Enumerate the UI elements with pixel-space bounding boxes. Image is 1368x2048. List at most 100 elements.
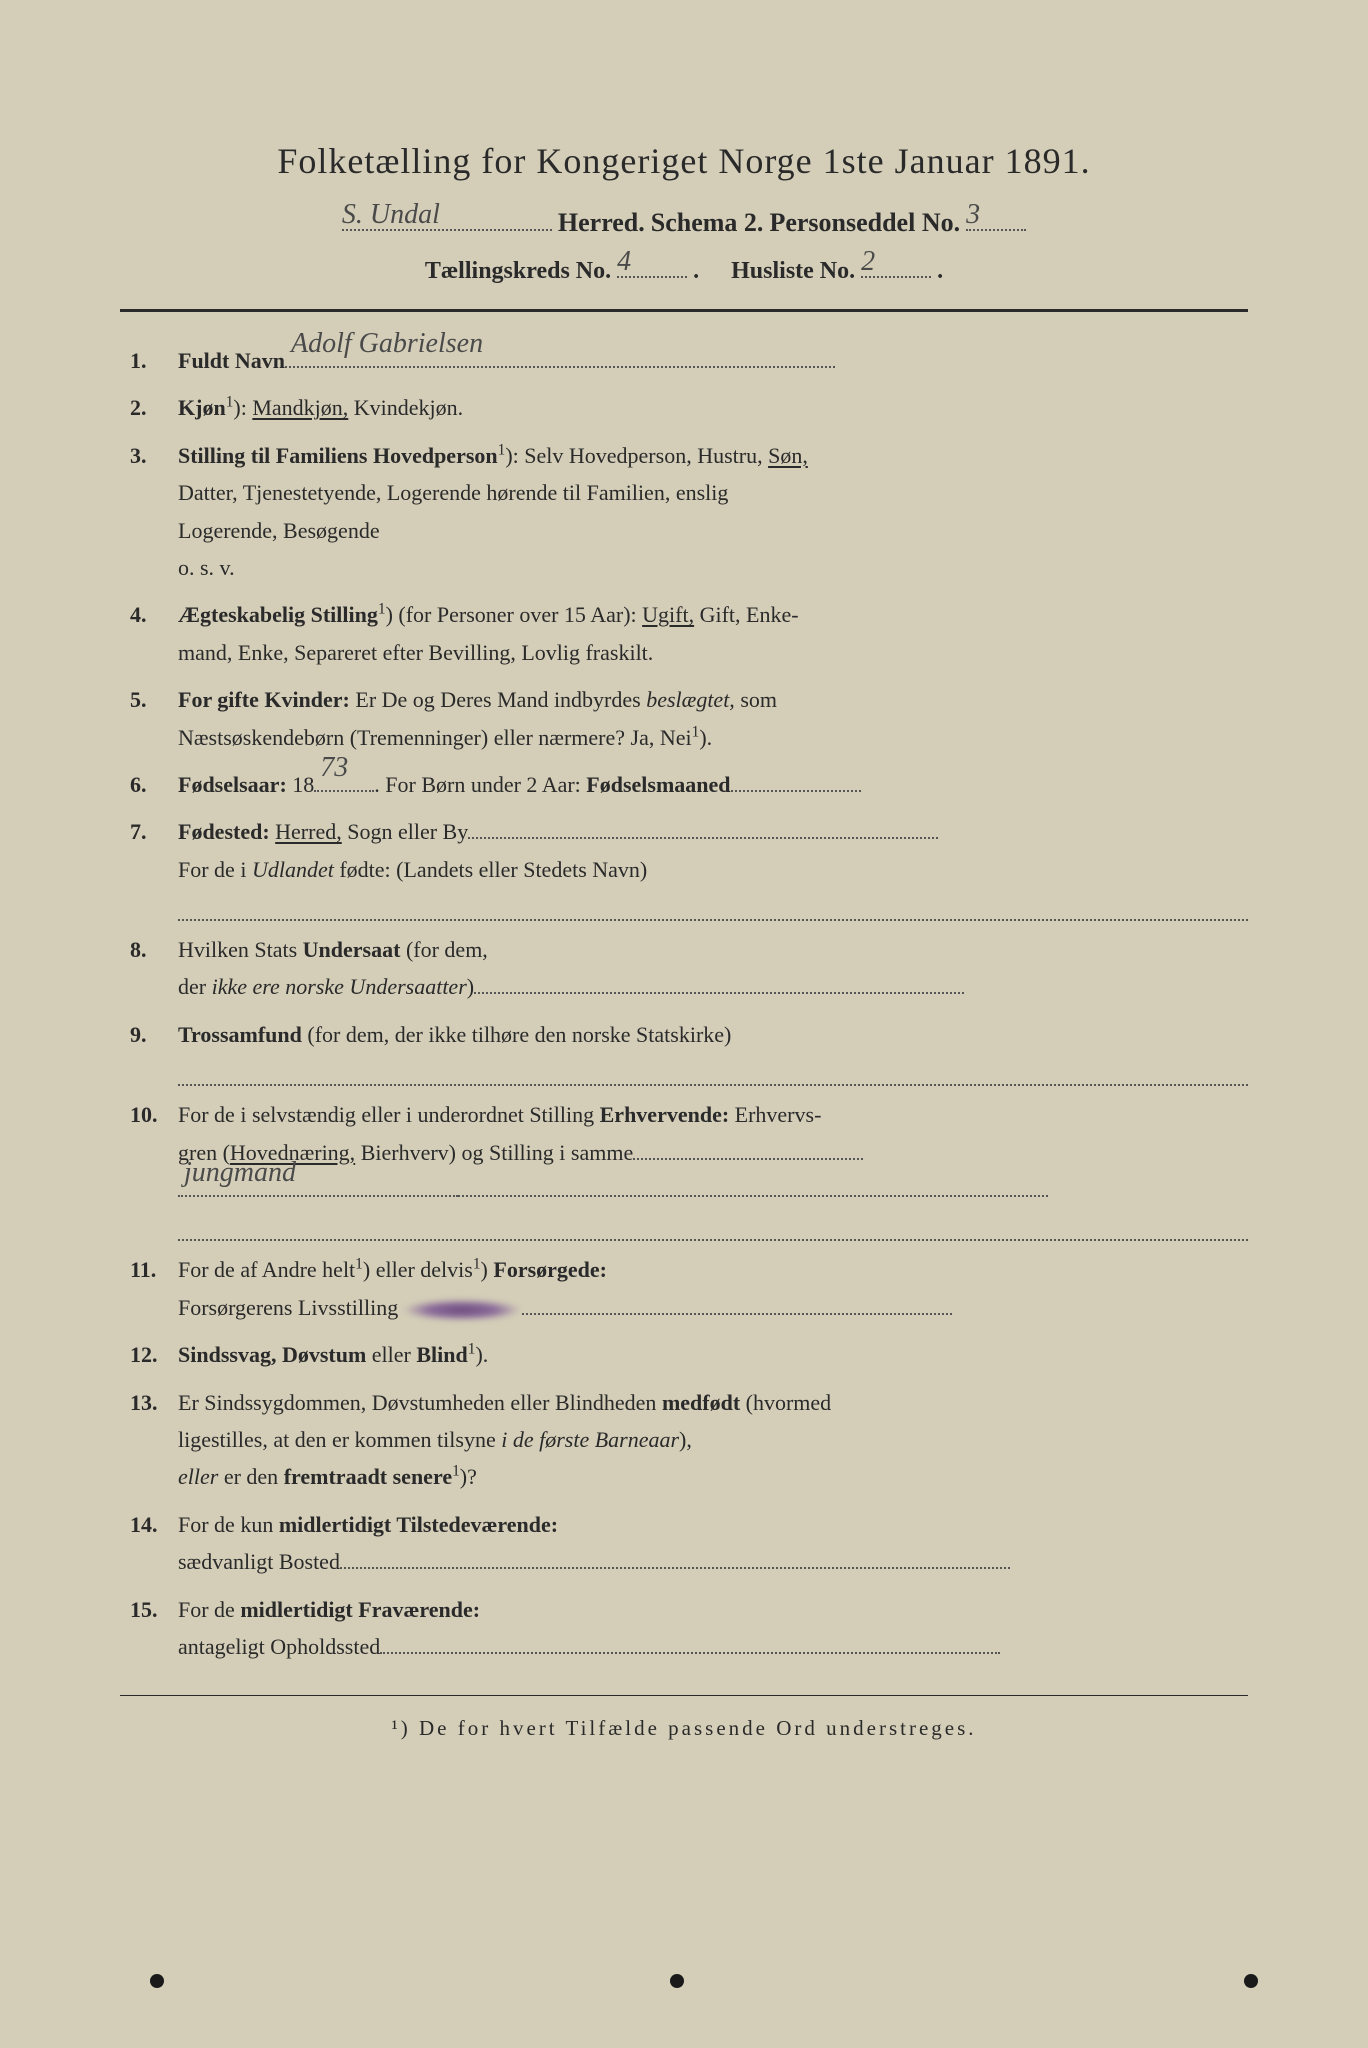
item-body: Stilling til Familiens Hovedperson1): Se… (178, 437, 1248, 587)
dotted-line (633, 1158, 863, 1160)
form-item: 13.Er Sindssygdommen, Døvstumheden eller… (130, 1384, 1248, 1496)
text-run: Sindssvag, Døvstum (178, 1342, 366, 1367)
text-run: Fuldt Navn (178, 348, 285, 373)
superscript: 1 (452, 1463, 460, 1480)
dotted-line (474, 992, 964, 994)
item-number: 5. (130, 681, 178, 756)
kreds-field: 4 (617, 252, 687, 278)
item-number: 9. (130, 1016, 178, 1086)
handwritten-value: 73 (320, 744, 348, 792)
form-item: 11.For de af Andre helt1) eller delvis1)… (130, 1251, 1248, 1326)
herred-field: S. Undal (342, 202, 552, 231)
item-number: 10. (130, 1096, 178, 1241)
text-run: ligestilles, at den er kommen tilsyne (178, 1427, 501, 1452)
item-body: For de af Andre helt1) eller delvis1) Fo… (178, 1251, 1248, 1326)
form-item: 5.For gifte Kvinder: Er De og Deres Mand… (130, 681, 1248, 756)
item-body: Kjøn1): Mandkjøn, Kvindekjøn. (178, 389, 1248, 426)
handwritten-value: Adolf Gabrielsen (291, 320, 483, 368)
text-run: ) (for Personer over 15 Aar): (386, 602, 643, 627)
dotted-line (468, 837, 938, 839)
form-title: Folketælling for Kongeriget Norge 1ste J… (120, 140, 1248, 182)
text-run: Logerende, Besøgende (178, 518, 380, 543)
text-run: Forsørgerens Livsstilling (178, 1295, 398, 1320)
text-run: Undersaat (303, 937, 401, 962)
text-run: For de (178, 1597, 240, 1622)
text-run: Ugift, (642, 602, 694, 627)
text-run: mand, Enke, Separeret efter Bevilling, L… (178, 640, 653, 665)
text-run: antageligt Opholdssted (178, 1634, 380, 1659)
text-run: er den (218, 1464, 283, 1489)
text-run: Erhvervende: (600, 1102, 730, 1127)
text-run: Fødselsaar: (178, 772, 287, 797)
subtitle-row-2: Tællingskreds No. 4 . Husliste No. 2 . (120, 252, 1248, 285)
text-run: ) eller delvis (363, 1257, 473, 1282)
item-body: For de kun midlertidigt Tilstedeværende:… (178, 1506, 1248, 1581)
text-run: Hvilken Stats (178, 937, 303, 962)
text-run: ): Selv Hovedperson, Hustru, (505, 443, 768, 468)
herred-value: S. Undal (342, 199, 440, 231)
item-number: 12. (130, 1336, 178, 1373)
kreds-label: Tællingskreds No. (425, 258, 611, 285)
husliste-value: 2 (861, 246, 875, 278)
handwritten-field: 73 (314, 790, 374, 792)
text-run: Søn, (768, 443, 808, 468)
superscript: 1 (355, 1256, 363, 1273)
handwritten-field: Adolf Gabrielsen (285, 366, 835, 368)
text-run: Forsørgede: (493, 1257, 607, 1282)
text-run: For de af Andre helt (178, 1257, 355, 1282)
text-run: Er De og Deres Mand indbyrdes (350, 687, 646, 712)
dotted-line (458, 1195, 1048, 1197)
text-run: ). (475, 1342, 488, 1367)
text-run: Kvindekjøn. (348, 395, 463, 420)
text-run: For de i selvstændig eller i underordnet… (178, 1102, 600, 1127)
item-number: 13. (130, 1384, 178, 1496)
text-run: der (178, 974, 212, 999)
text-run: Stilling til Familiens Hovedperson (178, 443, 498, 468)
item-body: Fødested: Herred, Sogn eller ByFor de i … (178, 813, 1248, 921)
text-run: eller (178, 1464, 218, 1489)
text-run: Fødested: (178, 819, 270, 844)
form-item: 14.For de kun midlertidigt Tilstedeværen… (130, 1506, 1248, 1581)
subtitle-row-1: S. Undal Herred. Schema 2. Personseddel … (120, 202, 1248, 238)
dotted-line (340, 1567, 1010, 1569)
text-run: For de kun (178, 1512, 279, 1537)
husliste-label: Husliste No. (731, 258, 855, 285)
form-item: 9.Trossamfund (for dem, der ikke tilhøre… (130, 1016, 1248, 1086)
herred-label: Herred. (558, 208, 645, 238)
form-item: 3.Stilling til Familiens Hovedperson1): … (130, 437, 1248, 587)
text-run: Bierhverv) og Stilling i samme (355, 1140, 633, 1165)
text-run: midlertidigt Tilstedeværende: (279, 1512, 558, 1537)
item-number: 4. (130, 596, 178, 671)
text-run: ). (699, 725, 712, 750)
dotted-line (522, 1313, 952, 1315)
text-run: ) (467, 974, 474, 999)
text-run: Trossamfund (178, 1022, 302, 1047)
text-run: 18 (287, 772, 315, 797)
text-run: Datter, Tjenestetyende, Logerende hørend… (178, 480, 728, 505)
item-number: 14. (130, 1506, 178, 1581)
handwritten-field: jungmand (178, 1195, 458, 1197)
form-item: 12.Sindssvag, Døvstum eller Blind1). (130, 1336, 1248, 1373)
text-run: beslægtet, (646, 687, 735, 712)
item-body: Hvilken Stats Undersaat (for dem,der ikk… (178, 931, 1248, 1006)
text-run: (for dem, der ikke tilhøre den norske St… (302, 1022, 731, 1047)
text-run: Er Sindssygdommen, Døvstumheden eller Bl… (178, 1390, 662, 1415)
personseddel-field: 3 (966, 202, 1026, 231)
item-number: 11. (130, 1251, 178, 1326)
text-run: Udlandet (252, 857, 334, 882)
text-run: Blind (416, 1342, 467, 1367)
punch-hole (670, 1974, 684, 1988)
text-run: )? (460, 1464, 477, 1489)
dotted-line (178, 1208, 1248, 1241)
text-run: (hvormed (740, 1390, 831, 1415)
superscript: 1 (473, 1256, 481, 1273)
form-item: 10.For de i selvstændig eller i underord… (130, 1096, 1248, 1241)
text-run: Sogn eller By (342, 819, 469, 844)
text-run: medfødt (662, 1390, 740, 1415)
superscript: 1 (378, 601, 386, 618)
text-run: ), (679, 1427, 692, 1452)
text-run: eller (366, 1342, 416, 1367)
text-run: (for dem, (400, 937, 487, 962)
form-item: 4.Ægteskabelig Stilling1) (for Personer … (130, 596, 1248, 671)
form-items: 1.Fuldt NavnAdolf Gabrielsen2.Kjøn1): Ma… (130, 342, 1248, 1665)
